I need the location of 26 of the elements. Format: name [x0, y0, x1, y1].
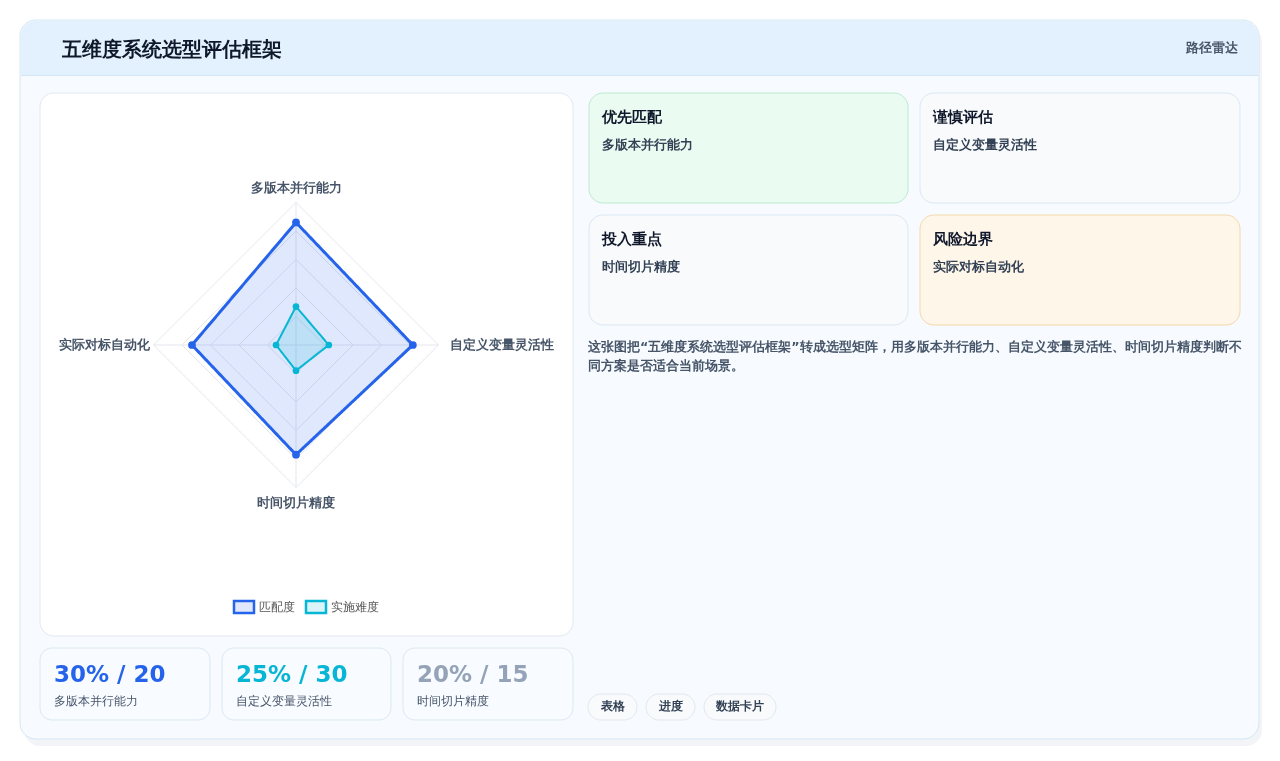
- text: 实际对标自动化: [933, 259, 1025, 274]
- text: 自定义变量灵活性: [236, 694, 332, 708]
- text: 时间切片精度: [417, 694, 489, 708]
- text: 这张图把“五维度系统选型评估框架”转成选型矩阵，用多版本并行能力、自定义变量灵活性、时间切片精度判断不同方案是否适合当前场景。: [587, 339, 1242, 373]
- spoke-label: 多版本并行能力: [250, 179, 342, 195]
- text: 25% / 30: [236, 661, 348, 687]
- text: 谨慎评估: [932, 109, 993, 125]
- text: 投入重点: [601, 231, 662, 247]
- text: 优先匹配: [601, 109, 663, 125]
- spoke-label: 自定义变量灵活性: [449, 337, 554, 352]
- legend-label: 实施难度: [331, 600, 379, 614]
- text: 时间切片精度: [602, 259, 680, 274]
- text: 30% / 20: [54, 661, 166, 687]
- text: 数据卡片: [715, 699, 764, 713]
- text: 自定义变量灵活性: [933, 137, 1037, 152]
- text: 20% / 15: [417, 661, 529, 687]
- text: 多版本并行能力: [602, 137, 693, 152]
- legend-label: 匹配度: [259, 600, 295, 614]
- text: 进度: [657, 699, 683, 713]
- text: 风险边界: [932, 231, 993, 247]
- chart-title: 五维度系统选型评估框架: [61, 38, 282, 61]
- spoke-label: 实际对标自动化: [58, 337, 151, 352]
- spoke-label: 时间切片精度: [257, 494, 335, 510]
- text: 多版本并行能力: [54, 694, 138, 708]
- text: 路径雷达: [1185, 40, 1239, 55]
- text: 表格: [599, 699, 626, 713]
